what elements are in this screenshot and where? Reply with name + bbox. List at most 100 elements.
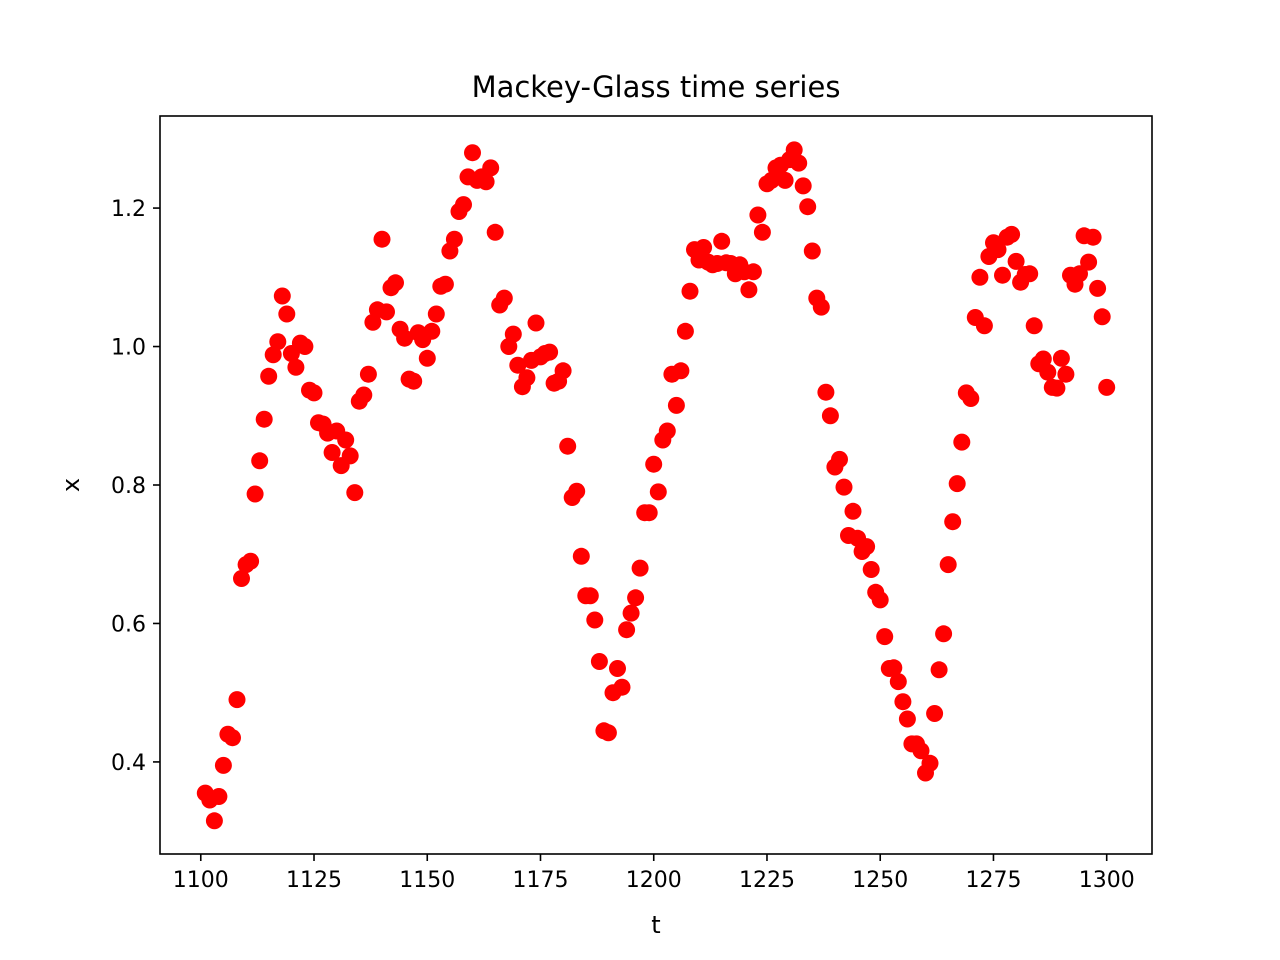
data-point xyxy=(477,173,495,191)
data-point xyxy=(885,659,903,677)
data-point xyxy=(599,724,617,742)
data-point xyxy=(495,289,513,307)
data-point xyxy=(609,660,626,677)
y-axis-ticks: 0.4 0.6 0.8 1.0 1.2 xyxy=(111,197,160,776)
data-point xyxy=(776,171,794,189)
data-point xyxy=(744,263,762,281)
x-tick-label: 1250 xyxy=(852,868,908,893)
data-point xyxy=(233,570,250,587)
data-point xyxy=(812,298,830,316)
data-point xyxy=(378,303,395,321)
data-point xyxy=(1084,228,1102,246)
data-point xyxy=(989,241,1007,259)
data-point xyxy=(858,538,876,556)
data-point xyxy=(794,177,812,195)
data-point xyxy=(921,754,939,772)
y-tick-label: 0.8 xyxy=(111,474,146,499)
data-point xyxy=(1025,317,1043,335)
data-point xyxy=(1080,253,1098,271)
data-point xyxy=(962,390,980,407)
data-point xyxy=(568,482,586,500)
data-point xyxy=(681,282,699,300)
data-point xyxy=(821,407,839,425)
data-point xyxy=(676,322,694,340)
data-point xyxy=(645,455,663,473)
y-tick-label: 0.6 xyxy=(111,612,146,637)
data-point xyxy=(862,561,880,578)
data-point xyxy=(975,317,993,335)
data-point xyxy=(269,333,287,351)
data-point xyxy=(613,678,631,696)
x-tick-label: 1100 xyxy=(173,868,229,893)
data-point xyxy=(305,384,323,402)
data-point xyxy=(1048,379,1066,397)
data-point xyxy=(871,591,889,609)
data-point xyxy=(427,305,445,323)
data-point xyxy=(912,742,930,760)
data-point xyxy=(509,356,527,374)
data-point xyxy=(953,433,971,451)
data-point xyxy=(1003,225,1021,243)
data-point xyxy=(740,281,758,299)
data-point xyxy=(649,483,667,501)
data-point xyxy=(559,437,577,455)
data-point xyxy=(581,587,599,605)
data-point xyxy=(359,365,377,383)
data-point xyxy=(482,159,500,177)
data-point xyxy=(1021,265,1039,283)
data-point xyxy=(346,484,364,502)
data-point xyxy=(445,230,463,248)
data-point xyxy=(944,513,962,531)
data-point xyxy=(278,305,296,323)
data-point xyxy=(518,369,536,387)
data-point xyxy=(255,410,273,428)
data-point xyxy=(455,196,472,214)
data-point xyxy=(554,362,572,380)
data-point xyxy=(713,232,731,250)
data-point xyxy=(436,275,454,293)
y-tick-label: 0.4 xyxy=(111,751,146,776)
x-tick-label: 1175 xyxy=(512,868,568,893)
data-point xyxy=(672,362,690,380)
data-point xyxy=(627,589,645,607)
y-tick-label: 1.2 xyxy=(111,197,146,222)
data-point xyxy=(1052,349,1070,367)
data-point xyxy=(935,625,953,643)
data-point xyxy=(504,325,522,343)
data-point xyxy=(749,206,767,224)
data-point xyxy=(210,788,228,805)
data-point xyxy=(464,144,481,162)
data-point xyxy=(405,372,423,390)
data-point xyxy=(1098,378,1116,396)
x-tick-label: 1150 xyxy=(399,868,455,893)
data-point xyxy=(1057,365,1075,383)
data-point xyxy=(844,502,862,520)
data-point xyxy=(817,383,835,401)
data-point xyxy=(246,485,264,503)
data-point xyxy=(618,621,636,639)
data-point xyxy=(667,396,685,414)
data-point xyxy=(835,478,853,496)
data-point xyxy=(541,343,559,361)
data-point xyxy=(373,230,391,248)
data-point xyxy=(387,274,404,292)
data-point xyxy=(790,154,808,172)
data-point xyxy=(894,693,912,711)
y-axis-label: x xyxy=(57,478,85,492)
data-point xyxy=(586,611,604,629)
data-point xyxy=(1093,308,1111,326)
data-point xyxy=(831,450,848,468)
data-point xyxy=(228,691,246,709)
data-point xyxy=(939,556,957,574)
data-point xyxy=(926,705,944,722)
data-point xyxy=(396,329,414,347)
data-point xyxy=(876,628,894,646)
data-point xyxy=(355,386,373,404)
data-point xyxy=(418,349,436,367)
x-axis-ticks: 1100 1125 1150 1175 1200 1225 1250 1275 1300 xyxy=(173,854,1135,893)
data-point xyxy=(214,756,232,774)
data-point xyxy=(785,141,803,159)
data-point xyxy=(1034,350,1052,368)
data-point xyxy=(296,338,314,355)
